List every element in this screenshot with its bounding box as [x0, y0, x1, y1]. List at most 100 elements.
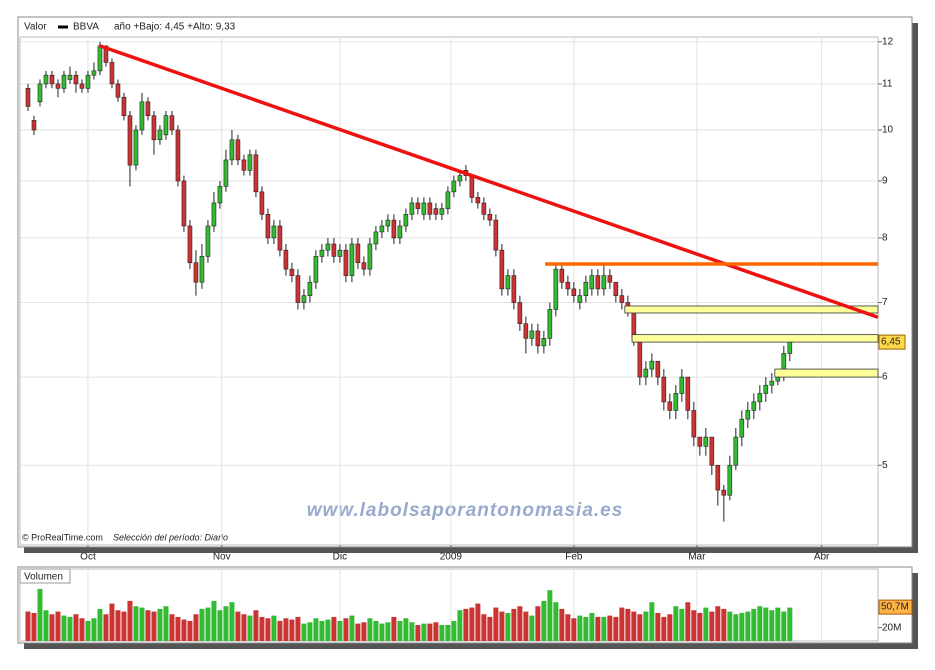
candle-body: [349, 243, 355, 276]
y-tick-label: 6: [882, 372, 888, 383]
volume-bar: [739, 612, 745, 641]
candle-body: [427, 202, 433, 215]
volume-bar: [463, 608, 469, 641]
candle-body: [433, 208, 439, 215]
candle-body: [73, 74, 79, 85]
volume-bar: [277, 620, 283, 641]
period: Selección del período: Diario: [113, 532, 228, 542]
volume-bar: [619, 607, 625, 641]
candle-body: [661, 376, 667, 403]
candle-body: [403, 214, 409, 227]
volume-bar: [331, 616, 337, 641]
candle-body: [613, 281, 619, 296]
volume-bar: [361, 622, 367, 641]
volume-bar: [511, 608, 517, 641]
x-tick-label: Nov: [213, 552, 231, 563]
candle-body: [715, 464, 721, 491]
candle-body: [289, 268, 295, 276]
candle-body: [307, 281, 313, 296]
volume-bar: [481, 614, 487, 641]
y-tick-label: 20M: [882, 622, 901, 633]
volume-bar: [301, 623, 307, 641]
candle-body: [391, 219, 397, 239]
volume-bar: [631, 611, 637, 641]
volume-bar: [181, 619, 187, 641]
volume-bar: [529, 615, 535, 641]
volume-bar: [763, 607, 769, 641]
candle-body: [475, 197, 481, 204]
candle-body: [109, 62, 115, 85]
price-zone: [631, 334, 879, 343]
volume-bar: [127, 600, 133, 641]
volume-bar: [781, 611, 787, 641]
candle-body: [199, 256, 205, 283]
last-volume-box: [878, 599, 913, 615]
header-symbol: BBVA: [73, 22, 99, 33]
candle-body: [271, 225, 277, 239]
candle-body: [25, 88, 31, 107]
volume-bar: [313, 618, 319, 641]
volume-bar: [535, 606, 541, 641]
candle-body: [571, 288, 577, 296]
volume-bar: [163, 606, 169, 641]
candle-body: [577, 295, 583, 303]
volume-bar: [193, 614, 199, 641]
candle-body: [283, 249, 289, 270]
candle-body: [745, 410, 751, 420]
candle-body: [565, 281, 571, 290]
candle-body: [175, 129, 181, 182]
volume-bar: [769, 610, 775, 641]
candle-body: [469, 175, 475, 198]
volume-bar: [415, 624, 421, 641]
candle-body: [517, 302, 523, 324]
candle-body: [727, 464, 733, 496]
candle-body: [643, 368, 649, 378]
volume-bar: [787, 607, 793, 641]
volume-bar: [247, 615, 253, 641]
trendline: [99, 44, 879, 319]
volume-bar: [571, 618, 577, 641]
volume-bar: [307, 622, 313, 641]
x-tick-label: Abr: [814, 552, 830, 563]
candle-body: [583, 281, 589, 296]
candle-body: [733, 436, 739, 466]
candle-body: [649, 360, 655, 370]
candle-body: [673, 393, 679, 411]
volume-bar: [733, 614, 739, 641]
volume-bar: [613, 616, 619, 641]
candle-body: [223, 159, 229, 187]
candle-body: [91, 70, 97, 76]
volume-bar: [43, 610, 49, 641]
candle-body: [67, 74, 73, 80]
y-tick-label: 7: [882, 297, 888, 308]
volume-bar: [427, 623, 433, 641]
x-tick-label: 2009: [440, 552, 463, 563]
candle-body: [523, 323, 529, 339]
x-tick-label: Mar: [688, 552, 706, 563]
last-price-box: [878, 334, 906, 350]
x-tick-label: Feb: [565, 552, 583, 563]
volume-bar: [265, 618, 271, 641]
candle-body: [379, 225, 385, 233]
candle-body: [679, 376, 685, 394]
volume-bar: [469, 607, 475, 641]
candle-body: [535, 330, 541, 347]
volume-bar: [727, 611, 733, 641]
volume-bar: [97, 608, 103, 641]
volume-bar: [655, 612, 661, 641]
candle-body: [619, 295, 625, 303]
y-tick-label: 9: [882, 176, 888, 187]
volume-bar: [283, 618, 289, 641]
candle-body: [655, 360, 661, 378]
volume-bar: [319, 620, 325, 641]
candle-body: [79, 83, 85, 89]
volume-bar: [289, 619, 295, 641]
volume-bar: [211, 600, 217, 641]
candle-body: [553, 268, 559, 310]
volume-bar: [55, 611, 61, 641]
volume-bar: [217, 610, 223, 641]
candle-body: [457, 175, 463, 182]
candle-body: [421, 202, 427, 215]
volume-bar: [523, 611, 529, 641]
copyright: © ProRealTime.com: [22, 532, 103, 542]
